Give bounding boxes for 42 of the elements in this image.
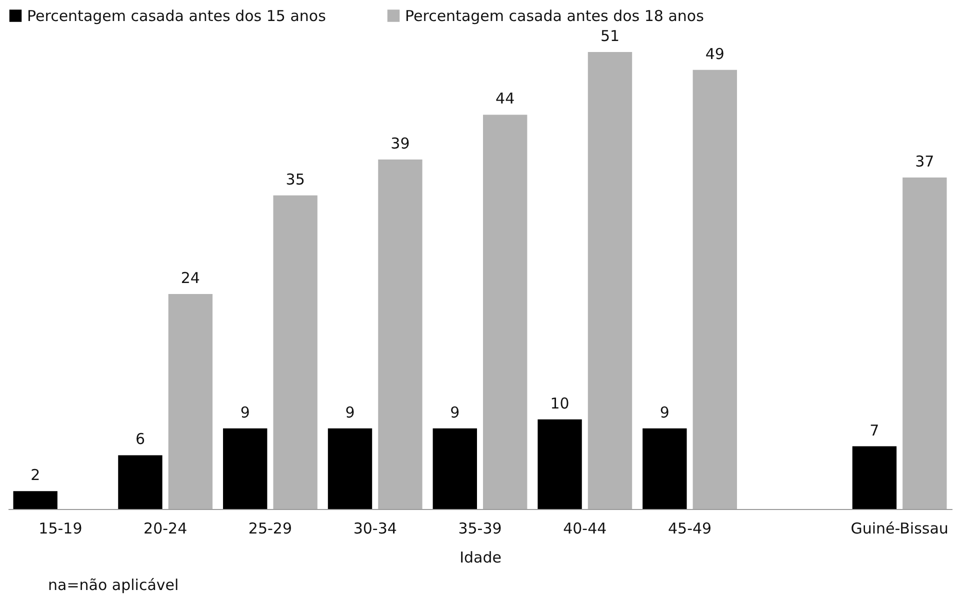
data-label: 9 bbox=[660, 403, 670, 422]
x-tick-label: 30-34 bbox=[353, 520, 397, 538]
bar bbox=[852, 446, 897, 509]
data-label: 37 bbox=[915, 152, 934, 170]
x-tick-label: 45-49 bbox=[668, 520, 712, 538]
x-tick-label: 15-19 bbox=[38, 520, 82, 538]
bar bbox=[902, 177, 947, 509]
data-label: 2 bbox=[30, 466, 40, 484]
bar bbox=[273, 195, 318, 509]
x-axis-title: Idade bbox=[460, 548, 502, 566]
data-label: 24 bbox=[180, 268, 200, 287]
data-label: 9 bbox=[345, 403, 355, 422]
x-tick-label: Guiné-Bissau bbox=[850, 520, 948, 538]
bar bbox=[118, 455, 162, 509]
data-label: 51 bbox=[600, 27, 620, 45]
bar bbox=[378, 160, 422, 509]
data-label: 9 bbox=[240, 403, 250, 422]
bar bbox=[168, 294, 213, 509]
bar bbox=[483, 114, 528, 509]
bar bbox=[328, 428, 372, 509]
bar bbox=[13, 491, 58, 509]
bar bbox=[432, 428, 477, 509]
data-label: 7 bbox=[870, 421, 880, 440]
data-label: 44 bbox=[496, 90, 515, 108]
data-label: 6 bbox=[135, 430, 145, 448]
bar bbox=[642, 428, 687, 509]
data-label: 39 bbox=[390, 134, 410, 153]
legend-label: Percentagem casada antes dos 18 anos bbox=[405, 6, 704, 25]
legend-label: Percentagem casada antes dos 15 anos bbox=[27, 6, 326, 25]
bar bbox=[588, 52, 632, 509]
bar bbox=[692, 70, 737, 509]
x-tick-label: 25-29 bbox=[248, 520, 292, 538]
data-label: 10 bbox=[550, 394, 570, 412]
data-label: 35 bbox=[286, 170, 305, 188]
bar bbox=[223, 428, 268, 509]
data-label: 49 bbox=[705, 44, 724, 63]
x-tick-label: 35-39 bbox=[458, 520, 502, 538]
x-tick-label: 40-44 bbox=[563, 520, 607, 538]
bar bbox=[538, 419, 582, 509]
data-label: 9 bbox=[450, 403, 460, 422]
x-tick-label: 20-24 bbox=[144, 520, 188, 538]
text: na=não aplicável bbox=[48, 576, 179, 594]
